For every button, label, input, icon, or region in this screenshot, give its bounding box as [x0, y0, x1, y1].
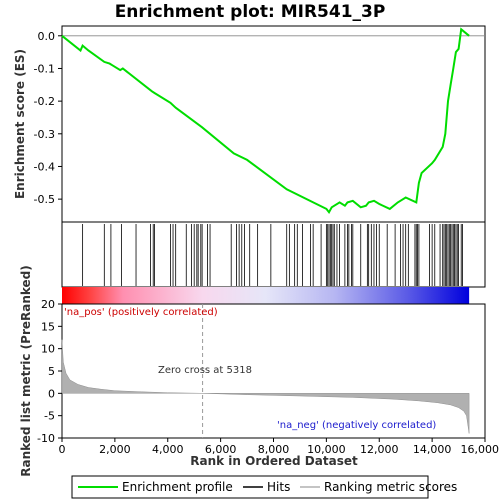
- legend-label-ranking: Ranking metric scores: [324, 480, 457, 494]
- legend: Enrichment profile Hits Ranking metric s…: [71, 475, 457, 499]
- hits-panel: [61, 221, 486, 288]
- ranked-y-axis: 20 15 10 5 0 -5 -10: [37, 298, 62, 445]
- es-y-label: Enrichment score (ES): [13, 49, 27, 199]
- x-tick-label: 2,000: [99, 443, 131, 456]
- positive-correlation-label: 'na_pos' (positively correlated): [64, 307, 218, 318]
- ranked-y-tick-label: 5: [48, 365, 55, 378]
- hit-lines: [82, 224, 463, 286]
- chart-title: Enrichment plot: MIR541_3P: [115, 2, 386, 22]
- x-tick-label: 0: [59, 443, 66, 456]
- ranked-y-tick-label: -5: [44, 410, 55, 423]
- es-y-axis: 0.0 -0.1 -0.2 -0.3 -0.4 -0.5: [34, 30, 62, 206]
- ranked-y-tick-label: -10: [37, 432, 55, 445]
- ranked-y-label: Ranked list metric (PreRanked): [19, 265, 33, 477]
- legend-label-enrichment: Enrichment profile: [122, 480, 233, 494]
- ranked-y-tick-label: 0: [48, 387, 55, 400]
- zero-cross-annotation: Zero cross at 5318: [158, 365, 252, 376]
- es-y-tick-label: -0.2: [34, 95, 55, 108]
- x-axis-label: Rank in Ordered Dataset: [190, 454, 358, 468]
- legend-label-hits: Hits: [267, 480, 290, 494]
- ranked-plot-area: [61, 303, 486, 439]
- x-tick-label: 16,000: [461, 443, 500, 456]
- es-y-tick-label: 0.0: [38, 30, 56, 43]
- enrichment-profile-line: [61, 27, 470, 215]
- x-axis: 0 2,000 4,000 6,000 8,000 10,000 12,000 14,000 1…: [59, 438, 500, 456]
- x-tick-label: 14,000: [413, 443, 452, 456]
- es-y-tick-label: -0.5: [34, 193, 55, 206]
- x-tick-label: 12,000: [360, 443, 399, 456]
- x-tick-label: 8,000: [258, 443, 290, 456]
- x-tick-label: 6,000: [205, 443, 237, 456]
- ranked-metric-panel: 20 15 10 5 0 -5 -10 'na_pos' (positively corre…: [19, 265, 486, 477]
- ranked-y-tick-label: 10: [41, 343, 55, 356]
- ranked-y-tick-label: 15: [41, 320, 55, 333]
- es-y-tick-label: -0.1: [34, 62, 55, 75]
- es-panel: 0.0 -0.1 -0.2 -0.3 -0.4 -0.5 Enrichment score…: [13, 25, 486, 223]
- ranking-heat-strip: [62, 287, 470, 304]
- ranking-metric-area: [61, 339, 470, 434]
- ranked-y-tick-label: 20: [41, 298, 55, 311]
- es-y-tick-label: -0.3: [34, 128, 55, 141]
- negative-correlation-label: 'na_neg' (negatively correlated): [277, 420, 436, 431]
- es-plot-area: [61, 25, 486, 223]
- es-y-tick-label: -0.4: [34, 160, 55, 173]
- hits-plot-area: [61, 221, 486, 288]
- x-tick-label: 4,000: [152, 443, 184, 456]
- x-tick-label: 10,000: [307, 443, 346, 456]
